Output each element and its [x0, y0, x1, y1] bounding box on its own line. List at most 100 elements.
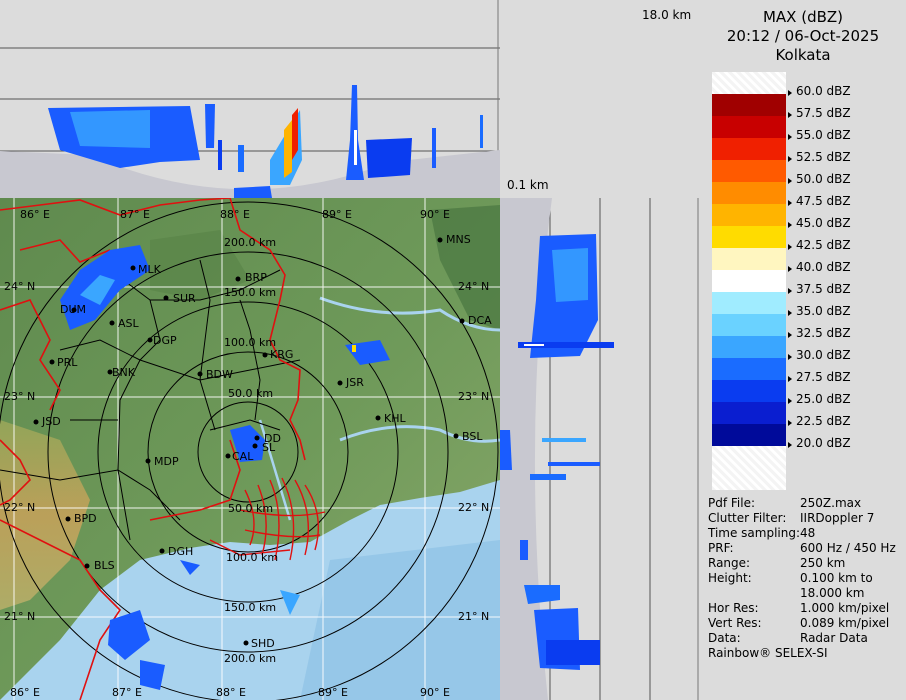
lon-label: 88° E [220, 208, 250, 221]
info-value: 250 km [800, 556, 846, 570]
range-label: 150.0 km [224, 286, 276, 299]
scale-label: 35.0 dBZ [796, 304, 851, 318]
info-key: Range: [708, 556, 751, 570]
scale-label: 25.0 dBZ [796, 392, 851, 406]
scale-tick [788, 200, 792, 206]
ppi-map: 86° E 87° E 88° E 89° E 90° E 86° E 87° … [0, 198, 500, 700]
lon-label: 90° E [420, 208, 450, 221]
lon-label: 86° E [10, 686, 40, 699]
station-label: BSL [462, 430, 483, 443]
color-scale: 60.0 dBZ 57.5 dBZ 55.0 dBZ 52.5 dBZ 50.0 dBZ… [712, 72, 892, 492]
scale-label: 27.5 dBZ [796, 370, 851, 384]
info-key [708, 586, 800, 601]
station-label: MNS [446, 233, 471, 246]
scale-label: 47.5 dBZ [796, 194, 851, 208]
info-value: 18.000 km [800, 586, 865, 600]
range-rings [0, 201, 499, 700]
station-name: Kolkata [775, 46, 831, 64]
color-swatch [712, 380, 786, 402]
lon-label: 89° E [318, 686, 348, 699]
station-label: DUM [60, 303, 86, 316]
info-row: Clutter Filter: IIRDoppler 7 [708, 511, 896, 526]
station-label: PRL [57, 356, 78, 369]
scale-tick [788, 244, 792, 250]
info-row: Data: Radar Data [708, 631, 896, 646]
station-label: MDP [154, 455, 179, 468]
station-label: BDW [206, 368, 233, 381]
color-swatch [712, 226, 786, 248]
color-swatch [712, 116, 786, 138]
radar-echoes [60, 245, 390, 690]
sundarbans-delta [209, 477, 326, 561]
info-row: Pdf File: 250Z.max [708, 496, 896, 511]
info-value: 250Z.max [800, 496, 862, 510]
info-key: Vert Res: [708, 616, 762, 630]
info-key: PRF: [708, 541, 734, 555]
range-label: 100.0 km [224, 336, 276, 349]
station-label: DD [264, 432, 281, 445]
station-markers [33, 237, 465, 646]
lat-label: 23° N [4, 390, 35, 403]
color-swatch [712, 358, 786, 380]
info-value: IIRDoppler 7 [800, 511, 875, 525]
district-borders [0, 259, 301, 541]
scale-tick [788, 420, 792, 426]
lon-label: 86° E [20, 208, 50, 221]
scale-label: 32.5 dBZ [796, 326, 851, 340]
info-value: 1.000 km/pixel [800, 601, 890, 615]
station-label: JSR [345, 376, 364, 389]
color-swatch [712, 270, 786, 292]
lon-label: 87° E [112, 686, 142, 699]
scale-label: 30.0 dBZ [796, 348, 851, 362]
station-label: KRG [270, 348, 293, 361]
color-swatch [712, 336, 786, 358]
station-label: MLK [138, 263, 162, 276]
station-label: SHD [251, 637, 275, 650]
scale-tick [788, 222, 792, 228]
station-label: SL [262, 441, 276, 454]
info-value: Radar Data [800, 631, 868, 645]
color-swatch [712, 204, 786, 226]
scale-label: 52.5 dBZ [796, 150, 851, 164]
scale-tick [788, 90, 792, 96]
scale-tick [788, 178, 792, 184]
product-datetime: 20:12 / 06-Oct-2025 [726, 27, 880, 45]
scale-label: 42.5 dBZ [796, 238, 851, 252]
state-borders [0, 198, 306, 700]
info-row: Vert Res: 0.089 km/pixel [708, 616, 896, 631]
product-header: MAX (dBZ) 20:12 / 06-Oct-2025 Kolkata [700, 8, 906, 65]
map-labels: 86° E 87° E 88° E 89° E 90° E 86° E 87° … [4, 208, 492, 699]
lat-label: 24° N [4, 280, 35, 293]
info-key: Time sampling: [708, 526, 801, 540]
scale-tick [788, 310, 792, 316]
range-label: 200.0 km [224, 236, 276, 249]
station-label: ASL [118, 317, 140, 330]
info-row: PRF: 600 Hz / 450 Hz [708, 541, 896, 556]
info-value: 48 [800, 526, 816, 540]
scale-tick [788, 134, 792, 140]
lat-label: 24° N [458, 280, 489, 293]
station-label: BNK [112, 366, 136, 379]
color-swatch [712, 424, 786, 446]
product-title: MAX (dBZ) [762, 8, 844, 26]
scale-label: 37.5 dBZ [796, 282, 851, 296]
scale-label: 22.5 dBZ [796, 414, 851, 428]
info-key: Pdf File: [708, 496, 756, 510]
scale-tick [788, 398, 792, 404]
info-key: Height: [708, 571, 752, 585]
color-swatch [712, 402, 786, 424]
lat-label: 23° N [458, 390, 489, 403]
color-swatch [712, 138, 786, 160]
station-label: JSD [41, 415, 61, 428]
info-row: Height: 0.100 km to [708, 571, 896, 586]
scale-tick [788, 266, 792, 272]
info-value: 600 Hz / 450 Hz [800, 541, 896, 555]
station-label: CAL [232, 450, 254, 463]
range-label: 150.0 km [224, 601, 276, 614]
scale-tick [788, 112, 792, 118]
scale-label: 40.0 dBZ [796, 260, 851, 274]
range-label: 50.0 km [228, 502, 273, 515]
scale-label: 60.0 dBZ [796, 84, 851, 98]
scale-label: 45.0 dBZ [796, 216, 851, 230]
